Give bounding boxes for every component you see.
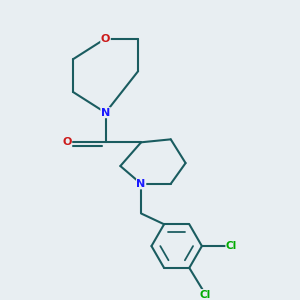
Text: O: O — [62, 137, 72, 147]
Text: Cl: Cl — [226, 241, 237, 251]
Text: N: N — [136, 179, 146, 189]
Text: N: N — [101, 108, 110, 118]
Text: O: O — [101, 34, 110, 44]
Text: Cl: Cl — [200, 290, 211, 300]
